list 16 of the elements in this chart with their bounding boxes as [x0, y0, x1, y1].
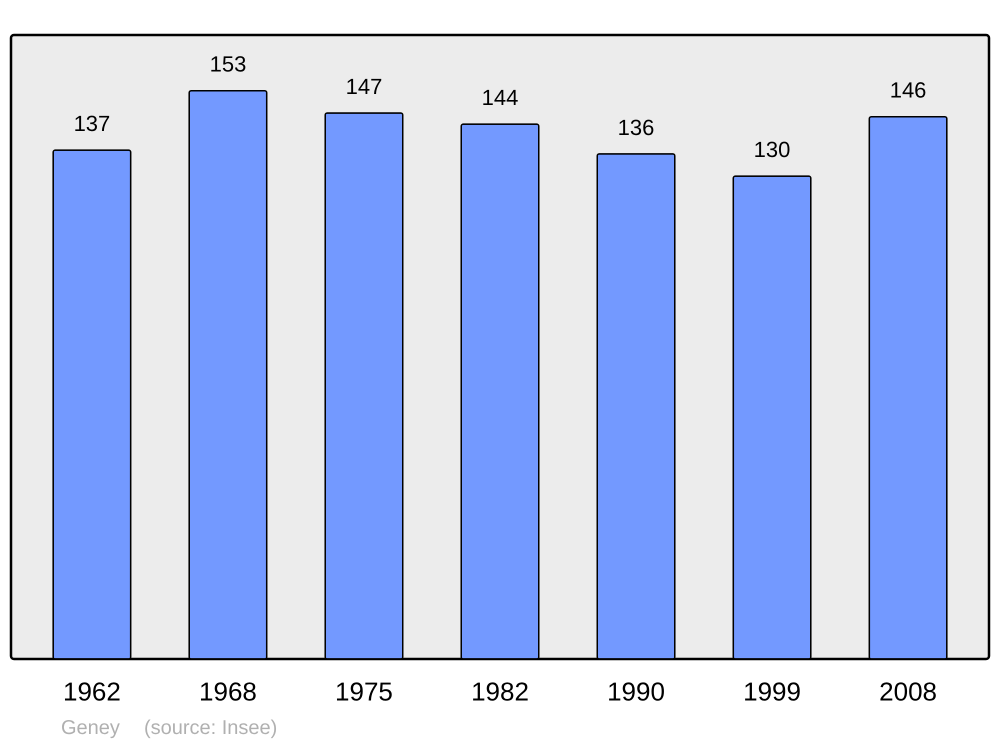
data-label: 144	[482, 85, 518, 110]
data-label: 147	[346, 74, 382, 99]
data-label: 136	[618, 114, 654, 140]
x-tick-label: 1962	[63, 676, 121, 706]
x-tick-label: 1990	[607, 676, 665, 706]
x-tick-label: 2008	[879, 676, 937, 706]
x-tick-label: 1999	[743, 676, 801, 706]
data-label: 130	[754, 137, 790, 162]
x-tick-label: 1975	[335, 676, 393, 706]
data-label: 137	[74, 111, 110, 136]
x-tick-label: 1982	[471, 676, 529, 706]
text: Geney	[61, 717, 120, 739]
data-label: 153	[210, 52, 246, 77]
text: (source: Insee)	[144, 717, 278, 739]
x-tick-label: 1968	[199, 676, 257, 706]
data-label: 146	[890, 78, 926, 103]
